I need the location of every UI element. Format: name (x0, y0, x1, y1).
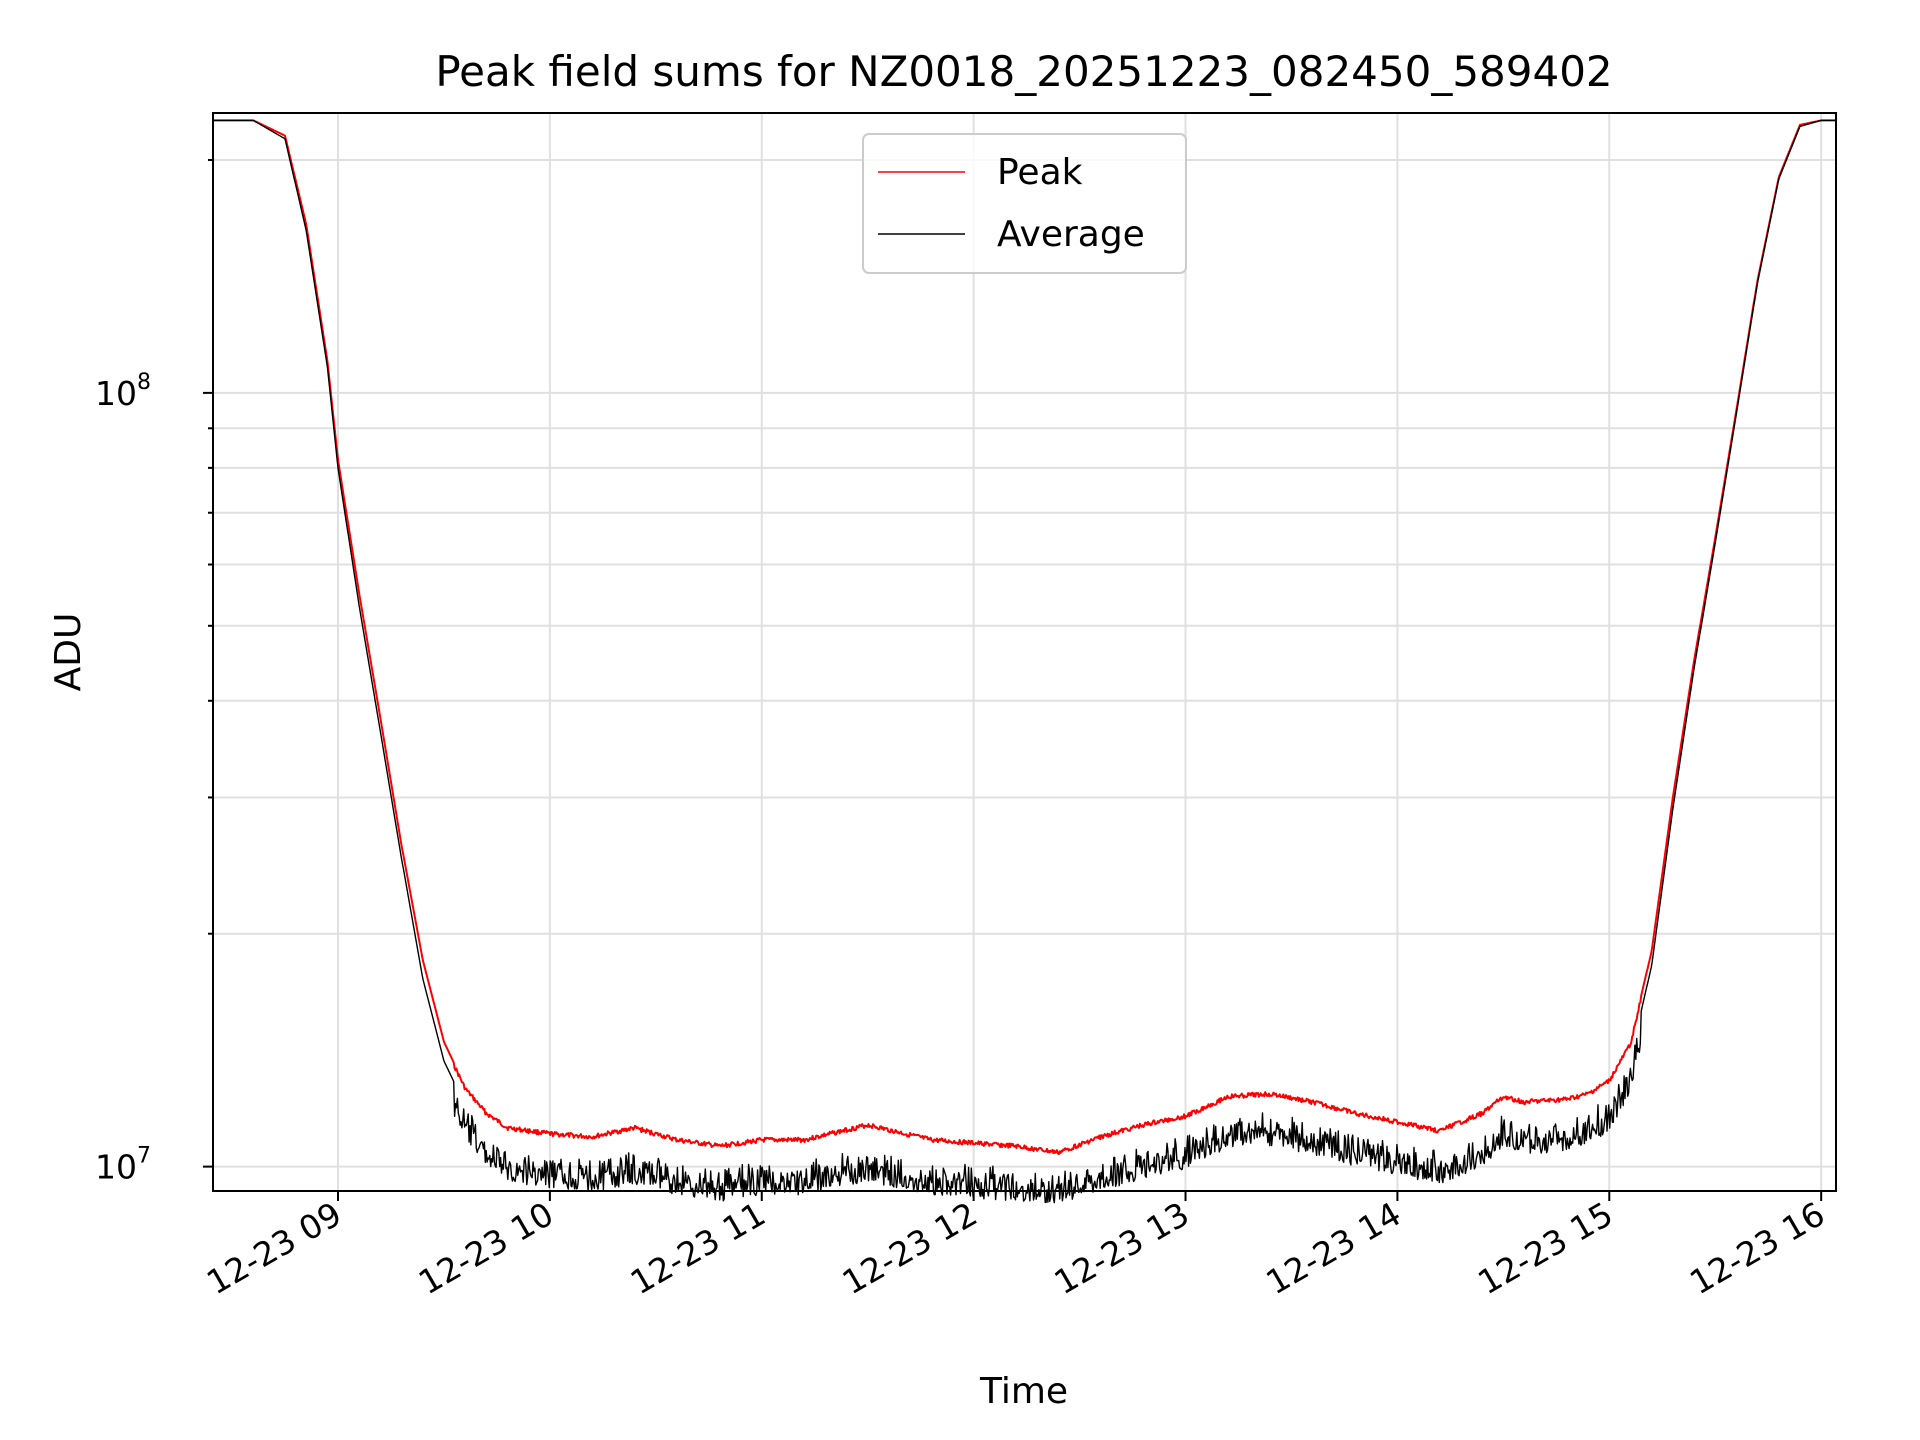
grid (213, 113, 1836, 1191)
y-tick-label: 107 (95, 1144, 151, 1187)
y-tick-base: 10 (95, 1148, 137, 1187)
y-tick-label: 108 (95, 370, 151, 413)
x-axis-label: Time (979, 1371, 1068, 1412)
chart-title: Peak field sums for NZ0018_20251223_0824… (435, 47, 1612, 96)
legend: Peak Average (862, 133, 1187, 274)
plot-frame (212, 112, 1837, 1192)
legend-box (862, 133, 1187, 274)
legend-average-label: Average (997, 214, 1145, 255)
y-tick-base: 10 (95, 374, 137, 413)
y-tick-exponent: 8 (137, 370, 151, 395)
plot-series (212, 119, 1837, 1204)
series-peak-line (212, 119, 1837, 1156)
series-average-line (213, 119, 1836, 1204)
legend-peak-label: Peak (997, 152, 1083, 193)
y-axis-label: ADU (48, 613, 89, 692)
y-tick-exponent: 7 (137, 1144, 151, 1169)
